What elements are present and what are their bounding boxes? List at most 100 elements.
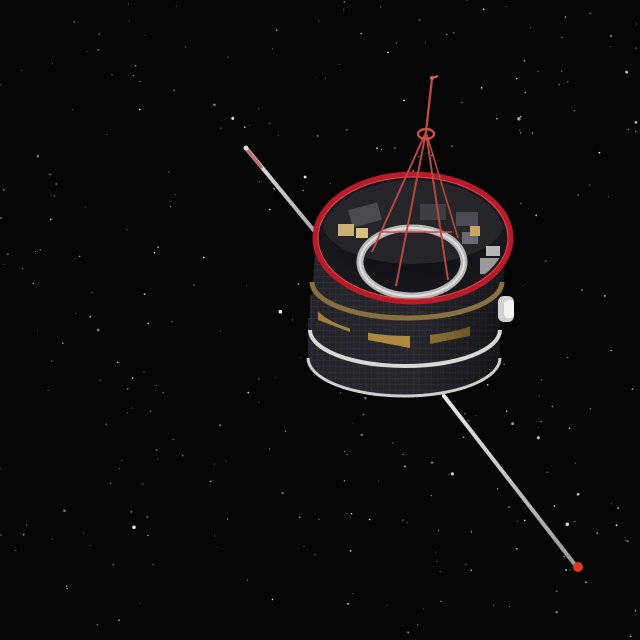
star bbox=[128, 3, 130, 5]
star bbox=[523, 60, 526, 62]
star bbox=[22, 533, 25, 536]
star bbox=[567, 81, 569, 83]
bottom-ring bbox=[306, 357, 502, 398]
star bbox=[516, 520, 518, 522]
star bbox=[625, 70, 629, 74]
star bbox=[515, 547, 518, 550]
star bbox=[346, 453, 349, 456]
star bbox=[466, 0, 468, 1]
star bbox=[247, 391, 250, 394]
star bbox=[629, 635, 632, 638]
boom-tip-upper bbox=[243, 145, 249, 151]
star bbox=[300, 357, 302, 359]
star bbox=[475, 414, 477, 416]
star bbox=[132, 525, 136, 530]
star bbox=[511, 422, 515, 426]
star bbox=[138, 108, 141, 111]
star bbox=[568, 427, 571, 430]
star bbox=[450, 472, 455, 476]
star bbox=[349, 549, 352, 552]
star bbox=[162, 392, 164, 394]
star bbox=[135, 65, 137, 67]
star bbox=[105, 423, 107, 425]
star bbox=[157, 458, 159, 460]
star bbox=[275, 377, 276, 379]
star bbox=[535, 214, 538, 217]
star bbox=[585, 581, 587, 584]
star bbox=[378, 480, 380, 482]
star bbox=[338, 64, 340, 65]
star bbox=[588, 184, 590, 186]
star bbox=[14, 549, 17, 552]
star bbox=[598, 151, 601, 154]
star bbox=[106, 134, 108, 136]
star bbox=[3, 264, 5, 266]
star bbox=[634, 609, 637, 612]
star bbox=[581, 289, 583, 291]
star bbox=[351, 513, 353, 515]
star bbox=[7, 253, 9, 255]
star bbox=[631, 388, 634, 390]
star bbox=[343, 1, 345, 3]
star bbox=[246, 285, 248, 287]
star bbox=[172, 438, 174, 441]
boom-tip-lower bbox=[573, 562, 583, 572]
star bbox=[628, 128, 630, 130]
star bbox=[37, 329, 38, 331]
star bbox=[339, 392, 341, 394]
star bbox=[436, 561, 438, 562]
star bbox=[560, 70, 563, 72]
middle-ring bbox=[308, 329, 502, 368]
star bbox=[508, 506, 510, 508]
star bbox=[305, 324, 307, 326]
star bbox=[131, 377, 134, 379]
star bbox=[435, 551, 437, 553]
star bbox=[406, 522, 408, 524]
star bbox=[453, 31, 455, 34]
star bbox=[51, 538, 53, 540]
star bbox=[62, 342, 64, 344]
star bbox=[604, 295, 606, 297]
star bbox=[273, 187, 276, 190]
star bbox=[538, 395, 540, 397]
star bbox=[55, 183, 57, 185]
star bbox=[325, 77, 327, 79]
star bbox=[271, 598, 274, 601]
star bbox=[169, 205, 171, 208]
star bbox=[97, 48, 100, 51]
star bbox=[402, 519, 404, 521]
star bbox=[342, 8, 345, 10]
star bbox=[259, 180, 261, 183]
star bbox=[521, 285, 523, 287]
star bbox=[36, 155, 39, 158]
star bbox=[529, 26, 531, 28]
star bbox=[537, 70, 539, 72]
star bbox=[430, 495, 432, 497]
star bbox=[574, 110, 576, 112]
star bbox=[634, 121, 638, 124]
star bbox=[387, 51, 389, 54]
star bbox=[412, 169, 415, 172]
star bbox=[225, 460, 227, 462]
star bbox=[143, 293, 146, 296]
star bbox=[520, 115, 522, 118]
star bbox=[89, 315, 92, 318]
star bbox=[462, 436, 465, 439]
star bbox=[75, 312, 77, 314]
star bbox=[175, 193, 176, 195]
star bbox=[297, 283, 300, 286]
star bbox=[352, 422, 354, 424]
star bbox=[50, 193, 52, 195]
wire-boom-lower bbox=[442, 394, 583, 572]
star bbox=[404, 465, 406, 468]
star bbox=[517, 117, 521, 121]
star bbox=[21, 268, 23, 270]
star bbox=[210, 480, 212, 483]
star bbox=[258, 401, 260, 403]
star bbox=[567, 357, 569, 359]
star bbox=[531, 132, 534, 134]
star bbox=[86, 50, 88, 52]
star bbox=[303, 545, 305, 547]
star bbox=[63, 509, 66, 513]
